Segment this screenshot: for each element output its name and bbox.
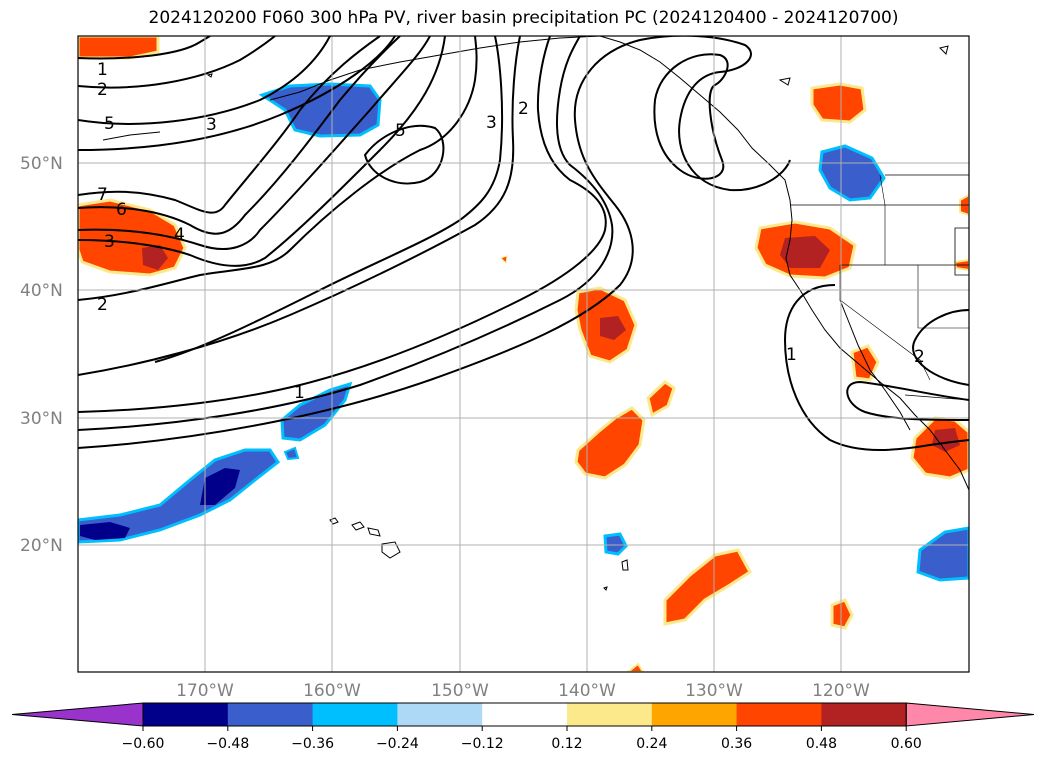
contour-label: 2 [518,99,529,119]
coastlines [102,36,969,591]
colorbar: −0.60 −0.48 −0.36 −0.24 −0.12 0.12 0.24 0.36 0.4… [11,702,1035,752]
pos-blob-bottom [626,662,645,672]
contour-label: 1 [294,383,305,403]
colorbar-segment [651,703,738,726]
colorbar-segment [143,703,229,726]
contour-3-west [78,36,446,267]
colorbar-segment [227,703,314,726]
lat-label-40n: 40°N [20,281,63,301]
contour-label: 1 [786,345,797,365]
contour-1-center [78,36,607,413]
map-frame [77,35,970,673]
colorbar-tick-label: 0.36 [721,736,752,752]
latitude-labels: 50°N 40°N 30°N 20°N [20,154,63,556]
contour-labels: 1 2 5 3 5 3 2 7 6 3 4 2 1 1 2 [97,60,925,403]
contour-2-center [78,36,614,431]
contour-label: 3 [104,232,115,252]
pos-blob-mid [574,406,646,480]
contour-label: 6 [116,200,127,220]
contour-label: 2 [914,347,925,367]
lon-label-130w: 130°W [685,681,743,701]
contour-3-north [78,36,396,151]
lat-label-30n: 30°N [20,409,63,429]
pos-blob-oregon-core [780,236,830,268]
contour-2-west [78,36,478,301]
contour-5-closed [363,124,445,185]
colorbar-tick-label: 0.48 [806,736,837,752]
lon-label-170w: 170°W [176,681,234,701]
colorbar-tick-label: −0.24 [376,736,419,752]
pos-blob-south [663,548,752,626]
neg-blob-southwest-core2 [200,468,240,505]
colorbar-segment [312,703,398,726]
pos-blob-small-east [646,380,676,418]
contour-2-north [78,36,276,89]
pos-blob-south-small [830,598,854,630]
lon-label-120w: 120°W [812,681,870,701]
contour-label: 3 [486,113,497,133]
contour-label: 2 [97,295,108,315]
colorbar-extend-max [905,702,1035,727]
contour-5-north [78,36,331,125]
pos-blob-alaska-inlet [810,82,867,124]
contour-2-east-b [846,380,969,421]
colorbar-segment [821,703,907,726]
lon-label-140w: 140°W [558,681,616,701]
lon-label-150w: 150°W [431,681,489,701]
colorbar-tick-label: −0.60 [122,736,165,752]
pos-blob-tiny [500,255,508,265]
gridlines [78,36,969,672]
neg-blob-bc [818,144,886,202]
lon-label-160w: 160°W [303,681,361,701]
colorbar-segment [567,703,653,726]
contour-mid [154,36,504,363]
contour-6 [78,36,401,235]
pos-blob-top-left [78,36,160,60]
pos-blob-offshore-core [600,316,626,340]
pos-blob-west-core [142,245,168,270]
longitude-labels: 170°W 160°W 150°W 140°W 130°W 120°W [176,681,870,701]
map-title: 2024120200 F060 300 hPa PV, river basin … [148,8,899,28]
colorbar-segment [736,703,822,726]
contour-1-east [783,284,969,451]
contour-1-north [78,36,211,60]
contour-label: 4 [174,225,185,245]
colorbar-tick-label: 0.60 [891,736,922,752]
colorbar-segment [482,703,568,726]
contour-3-center [78,36,521,376]
colorbar-tick-label: −0.48 [206,736,249,752]
contour-label: 5 [395,121,406,141]
pos-blob-mexico-core [932,428,960,452]
contour-label: 3 [206,115,217,135]
map-background [78,36,969,672]
colorbar-tick-label: 0.24 [636,736,667,752]
colorbar-outline [142,702,907,727]
colorbar-tick-label: 0.12 [551,736,582,752]
neg-blob-southwest-core1 [80,522,130,540]
contour-4 [78,36,431,250]
lat-label-20n: 20°N [20,536,63,556]
contour-label: 1 [97,60,108,80]
lat-label-50n: 50°N [20,154,63,174]
contour-7 [78,36,381,214]
colorbar-tick-label: −0.36 [291,736,334,752]
contour-label: 2 [97,80,108,100]
colorbar-extend-min [11,702,144,727]
contour-label: 5 [104,114,115,134]
contour-2-east [912,309,969,386]
contour-label: 7 [97,185,108,205]
colorbar-tick-label: −0.12 [461,736,504,752]
contour-outer [78,36,791,449]
neg-blob-southeast [916,526,969,582]
colorbar-segment [397,703,483,726]
neg-blob-small1 [603,532,628,556]
neg-blob-small2 [283,446,300,461]
